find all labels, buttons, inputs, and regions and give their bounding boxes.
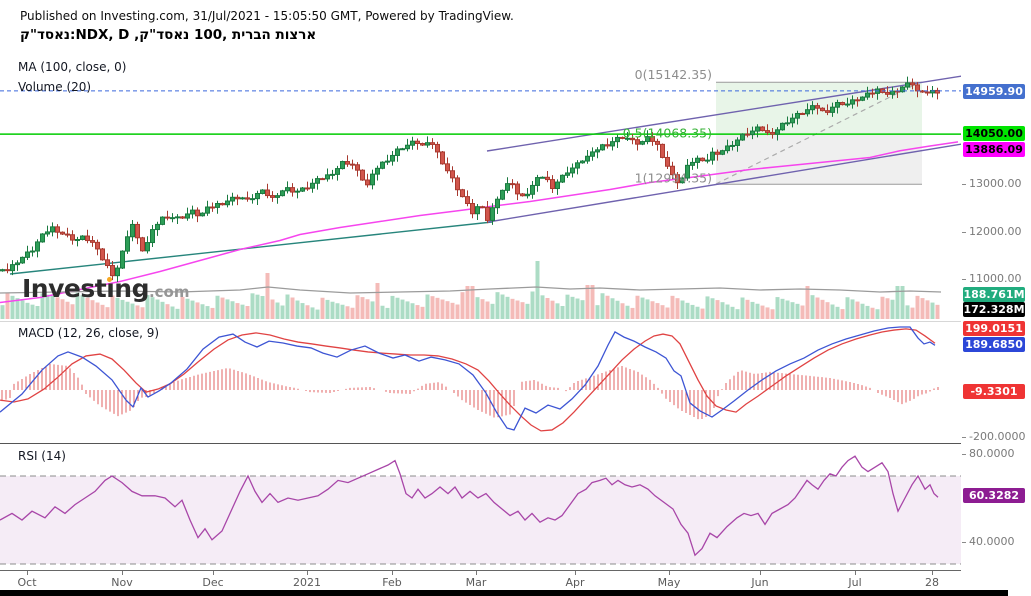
price-tick-12000.00: 12000.00 — [961, 225, 1031, 239]
time-tick-Jul — [855, 571, 856, 575]
title-exchange: נאסד"ק — [20, 27, 71, 43]
rsi-pane[interactable] — [0, 444, 961, 570]
macd-study-label: MACD (12, 26, close, 9) — [18, 326, 160, 340]
scale-badge-13886.09: 13886.09 — [963, 142, 1025, 157]
title-description: נאסד"ק — [139, 27, 190, 43]
price-pane[interactable]: 0(15142.35) 0.5(14068.35) 1(12994.35) — [0, 52, 961, 321]
volume-bars — [0, 261, 940, 319]
watermark-text: Investı ng — [22, 274, 149, 303]
rsi-tick-40.0000: 40.0000 — [961, 535, 1031, 549]
time-tick-Apr — [575, 571, 576, 575]
scale-badge-188.761M: 188.761M — [963, 287, 1025, 302]
investing-watermark: Investı ng.com — [22, 276, 190, 305]
volume-study-label: Volume (20) — [18, 80, 92, 94]
time-scale[interactable]: Oct Nov Dec 2021 Feb Mar Apr May Jun Jul 28 — [0, 570, 961, 591]
rsi-band — [0, 476, 961, 564]
macd-signal-line — [0, 328, 936, 432]
scale-badge-172.328M: 172.328M — [963, 302, 1025, 317]
price-tick-13000.00: 13000.00 — [961, 177, 1031, 191]
ma100-line — [0, 141, 959, 304]
scale-badge-199.0151: 199.0151 — [963, 321, 1025, 336]
time-label-Nov: Nov — [111, 576, 133, 589]
time-tick-28 — [932, 571, 933, 575]
time-tick-Jun — [760, 571, 761, 575]
watermark-orange-dot — [107, 277, 113, 282]
volume-ma-line — [0, 286, 942, 294]
time-label-Apr: Apr — [565, 576, 585, 589]
ma100-path — [0, 141, 959, 304]
time-label-Dec: Dec — [202, 576, 224, 589]
fib-label-05: 0.5(14068.35) — [623, 125, 712, 140]
rsi-tick-80.0000: 80.0000 — [961, 447, 1031, 461]
teal-trendline[interactable] — [9, 221, 493, 275]
watermark-com: .com — [148, 283, 190, 301]
time-tick-Dec — [213, 571, 214, 575]
time-label-28: 28 — [925, 576, 939, 589]
time-label-Jul: Jul — [848, 576, 862, 589]
time-label-Oct: Oct — [17, 576, 37, 589]
time-label-Mar: Mar — [465, 576, 487, 589]
chart-title: נאסד"ק:NDX, D ,נאסד"ק 100, ארצות הברית — [20, 27, 316, 43]
fib-zone-lower — [716, 133, 922, 185]
time-tick-Oct — [27, 571, 28, 575]
rsi-study-label: RSI (14) — [18, 449, 66, 463]
fib-label-1: 1(12994.35) — [635, 170, 712, 185]
scale-badge-189.6850: 189.6850 — [963, 337, 1025, 352]
time-label-May: May — [657, 576, 681, 589]
ma-study-label: MA (100, close, 0) — [18, 60, 127, 74]
scale-badge--9.3301: -9.3301 — [963, 384, 1025, 399]
time-tick-May — [669, 571, 670, 575]
time-label-2021: 2021 — [293, 576, 321, 589]
pane-separator-macd-rsi — [0, 443, 961, 444]
time-tick-2021 — [307, 571, 308, 575]
scale-badge-60.3282: 60.3282 — [963, 488, 1025, 503]
time-tick-Nov — [122, 571, 123, 575]
price-scale[interactable]: 13000.00 12000.00 11000.00 -200.0000 80.0000… — [961, 52, 1031, 590]
fib-label-0: 0(15142.35) — [635, 67, 712, 82]
macd-line — [0, 326, 936, 431]
pane-separator-price-macd — [0, 321, 961, 322]
time-label-Feb: Feb — [382, 576, 402, 589]
macd-tick--200.0000: -200.0000 — [961, 430, 1031, 444]
time-label-Jun: Jun — [751, 576, 769, 589]
scale-badge-14959.90: 14959.90 — [963, 84, 1025, 99]
title-country: ארצות הברית — [232, 27, 317, 43]
time-tick-Mar — [476, 571, 477, 575]
bottom-black-bar — [0, 590, 1008, 596]
title-description-num: 100, — [189, 27, 232, 43]
scale-badge-14050.00: 14050.00 — [963, 126, 1025, 141]
macd-pane[interactable] — [0, 322, 961, 443]
rsi-line — [0, 455, 939, 557]
channel-lower-line[interactable] — [487, 143, 961, 223]
price-tick-11000.00: 11000.00 — [961, 272, 1031, 286]
title-symbol-interval: :NDX, D , — [70, 27, 140, 43]
candles — [0, 76, 940, 282]
time-tick-Feb — [392, 571, 393, 575]
published-line: Published on Investing.com, 31/Jul/2021 … — [20, 9, 514, 23]
